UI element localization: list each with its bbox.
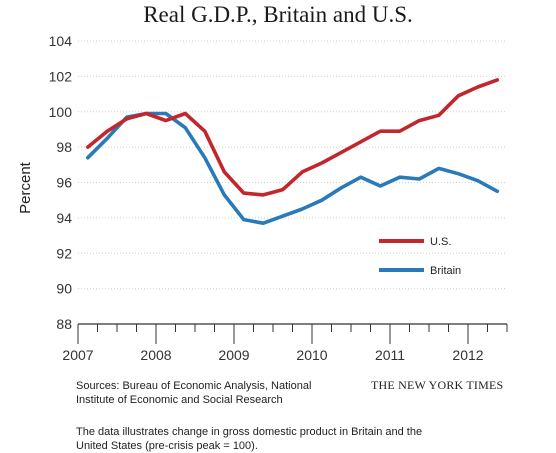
y-tick-104: 104	[49, 33, 73, 49]
legend: U.S. Britain	[379, 236, 461, 277]
y-tick-96: 96	[56, 175, 72, 191]
y-tick-100: 100	[49, 104, 73, 120]
sources-note: Sources: Bureau of Economic Analysis, Na…	[76, 379, 336, 407]
credit-line: THE NEW YORK TIMES	[371, 378, 504, 392]
x-tick-2009: 2009	[218, 347, 249, 363]
y-tick-94: 94	[56, 210, 72, 226]
note-line-1: The data illustrates change in gross dom…	[76, 426, 423, 438]
series-lines	[86, 78, 500, 225]
sources-line-1: Sources: Bureau of Economic Analysis, Na…	[76, 380, 312, 392]
x-tick-2008: 2008	[140, 347, 171, 363]
data-note: The data illustrates change in gross dom…	[76, 425, 476, 453]
chart-title: Real G.D.P., Britain and U.S.	[143, 2, 413, 27]
x-tick-2012: 2012	[452, 347, 483, 363]
legend-label-u-s: U.S.	[430, 236, 451, 248]
legend-label-britain: Britain	[430, 265, 461, 277]
x-tick-2011: 2011	[375, 347, 405, 363]
x-axis: 2007 2008 2009 2010 2011 2012	[62, 323, 508, 363]
x-tick-2007: 2007	[62, 347, 93, 363]
y-axis-label: Percent	[17, 161, 34, 214]
sources-line-2: Institute of Economic and Social Researc…	[76, 394, 283, 406]
gridlines	[78, 40, 507, 290]
note-line-2: United States (pre-crisis peak = 100).	[76, 440, 258, 452]
y-tick-102: 102	[49, 68, 73, 84]
x-tick-2010: 2010	[296, 347, 327, 363]
y-tick-98: 98	[56, 139, 72, 155]
series-line-britain	[86, 111, 500, 225]
y-tick-90: 90	[56, 281, 72, 297]
series-line-u-s	[86, 78, 500, 197]
y-tick-88: 88	[56, 316, 72, 332]
y-tick-labels: 88 90 92 94 96 98 100 102 104	[49, 33, 73, 332]
y-tick-92: 92	[56, 245, 72, 261]
